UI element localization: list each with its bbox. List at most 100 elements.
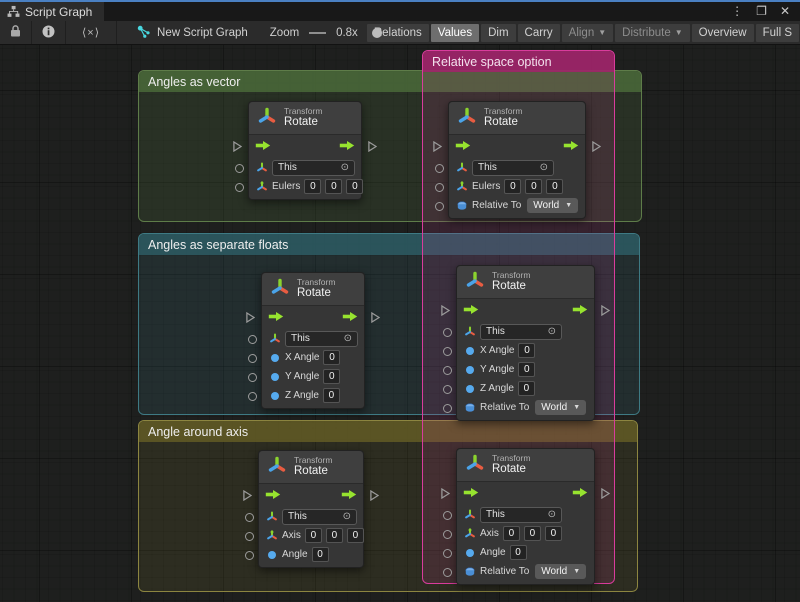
this-object-field[interactable]: This ⊙ (480, 323, 562, 340)
value-input-port[interactable] (443, 567, 452, 577)
value-field-y[interactable]: 0 (525, 179, 543, 194)
trigger-input-port[interactable] (243, 489, 253, 504)
fullscreen-button[interactable]: Full S (755, 23, 799, 42)
value-input-port[interactable] (443, 384, 452, 394)
trigger-output-port[interactable] (368, 140, 378, 155)
value-input-port[interactable] (245, 531, 254, 541)
value-field-z[interactable]: 0 (544, 526, 562, 541)
value-input-port[interactable] (435, 163, 444, 173)
value-field[interactable]: 0 (322, 388, 340, 403)
control-in-arrow-icon[interactable] (268, 311, 284, 324)
relative-to-dropdown[interactable]: World ▼ (535, 564, 587, 579)
trigger-input-port[interactable] (246, 311, 256, 326)
node-rotate-eulers-relative[interactable]: Transform Rotate This ⊙ Eulers 0 0 0 Rela… (433, 101, 602, 219)
value-field-x[interactable]: 0 (504, 179, 522, 194)
window-menu-button[interactable]: ⋮ (731, 4, 744, 18)
value-field-z[interactable]: 0 (346, 528, 364, 543)
group-header[interactable]: Angle around axis (139, 421, 637, 442)
carry-button[interactable]: Carry (517, 23, 560, 42)
relative-to-dropdown[interactable]: World ▼ (535, 400, 587, 415)
value-input-port[interactable] (248, 334, 257, 344)
object-picker-icon[interactable]: ⊙ (547, 325, 556, 337)
graph-canvas[interactable]: Angles as vector Angles as separate floa… (0, 45, 800, 602)
align-dropdown[interactable]: Align ▼ (561, 23, 614, 42)
object-picker-icon[interactable]: ⊙ (539, 161, 548, 173)
node-rotate-axis-angle-relative[interactable]: Transform Rotate This ⊙ Axis 0 0 0 Angle (441, 448, 611, 585)
info-button[interactable] (32, 21, 66, 44)
tab-script-graph[interactable]: Script Graph (0, 2, 105, 21)
control-out-arrow-icon[interactable] (342, 311, 358, 324)
value-field[interactable]: 0 (518, 343, 536, 358)
overview-button[interactable]: Overview (691, 23, 754, 42)
object-picker-icon[interactable]: ⊙ (340, 161, 349, 173)
zoom-slider-handle[interactable] (372, 27, 383, 38)
value-field[interactable]: 0 (323, 369, 341, 384)
trigger-input-port[interactable] (441, 487, 451, 502)
trigger-output-port[interactable] (601, 487, 611, 502)
node-rotate-axis-angle[interactable]: Transform Rotate This ⊙ Axis 0 0 0 Angle (243, 450, 380, 568)
zoom-slider[interactable] (309, 27, 383, 38)
value-input-port[interactable] (443, 346, 452, 356)
object-picker-icon[interactable]: ⊙ (547, 508, 556, 520)
node-rotate-eulers[interactable]: Transform Rotate This ⊙ Eulers 0 0 0 (233, 101, 378, 200)
group-header[interactable]: Angles as separate floats (139, 234, 639, 255)
this-object-field[interactable]: This ⊙ (282, 508, 357, 525)
control-in-arrow-icon[interactable] (255, 140, 271, 153)
value-input-port[interactable] (443, 403, 452, 413)
this-object-field[interactable]: This ⊙ (272, 159, 355, 176)
control-out-arrow-icon[interactable] (341, 489, 357, 502)
value-field-x[interactable]: 0 (304, 528, 322, 543)
value-input-port[interactable] (443, 365, 452, 375)
group-header[interactable]: Angles as vector (139, 71, 641, 92)
value-input-port[interactable] (443, 510, 452, 520)
value-input-port[interactable] (235, 163, 244, 173)
value-field[interactable]: 0 (518, 362, 536, 377)
value-input-port[interactable] (235, 182, 244, 192)
trigger-input-port[interactable] (233, 140, 243, 155)
trigger-output-port[interactable] (370, 489, 380, 504)
this-object-field[interactable]: This ⊙ (285, 330, 358, 347)
control-in-arrow-icon[interactable] (265, 489, 281, 502)
control-out-arrow-icon[interactable] (563, 140, 579, 153)
control-in-arrow-icon[interactable] (455, 140, 471, 153)
value-input-port[interactable] (248, 372, 257, 382)
trigger-input-port[interactable] (433, 140, 443, 155)
control-in-arrow-icon[interactable] (463, 304, 479, 317)
value-input-port[interactable] (443, 548, 452, 558)
value-input-port[interactable] (245, 512, 254, 522)
value-input-port[interactable] (443, 529, 452, 539)
value-field[interactable]: 0 (323, 350, 341, 365)
value-input-port[interactable] (248, 391, 257, 401)
window-close-button[interactable]: ✕ (779, 4, 790, 18)
value-field-y[interactable]: 0 (325, 179, 343, 194)
values-button[interactable]: Values (430, 23, 480, 42)
value-field[interactable]: 0 (311, 547, 329, 562)
value-field-z[interactable]: 0 (346, 179, 364, 194)
node-rotate-xyz[interactable]: Transform Rotate This ⊙ X Angle 0 Y Angle… (246, 272, 381, 409)
group-header[interactable]: Relative space option (423, 51, 614, 72)
window-maximize-button[interactable]: ❐ (756, 4, 767, 18)
value-input-port[interactable] (443, 327, 452, 337)
node-rotate-xyz-relative[interactable]: Transform Rotate This ⊙ X Angle 0 Y Angle… (441, 265, 611, 421)
value-field[interactable]: 0 (509, 545, 527, 560)
this-object-field[interactable]: This ⊙ (480, 506, 562, 523)
object-picker-icon[interactable]: ⊙ (342, 510, 351, 522)
relative-to-dropdown[interactable]: World ▼ (527, 198, 579, 213)
distribute-dropdown[interactable]: Distribute ▼ (615, 23, 690, 42)
value-field-x[interactable]: 0 (304, 179, 322, 194)
new-script-graph-button[interactable]: New Script Graph (131, 21, 254, 44)
relations-button[interactable]: Relations (366, 23, 429, 42)
value-input-port[interactable] (248, 353, 257, 363)
object-picker-icon[interactable]: ⊙ (343, 332, 352, 344)
control-out-arrow-icon[interactable] (572, 487, 588, 500)
value-field-y[interactable]: 0 (325, 528, 343, 543)
value-field-y[interactable]: 0 (523, 526, 541, 541)
trigger-output-port[interactable] (371, 311, 381, 326)
trigger-input-port[interactable] (441, 304, 451, 319)
value-input-port[interactable] (435, 201, 444, 211)
value-input-port[interactable] (435, 182, 444, 192)
control-in-arrow-icon[interactable] (463, 487, 479, 500)
value-input-port[interactable] (245, 550, 254, 560)
value-field-z[interactable]: 0 (546, 179, 564, 194)
control-out-arrow-icon[interactable] (339, 140, 355, 153)
